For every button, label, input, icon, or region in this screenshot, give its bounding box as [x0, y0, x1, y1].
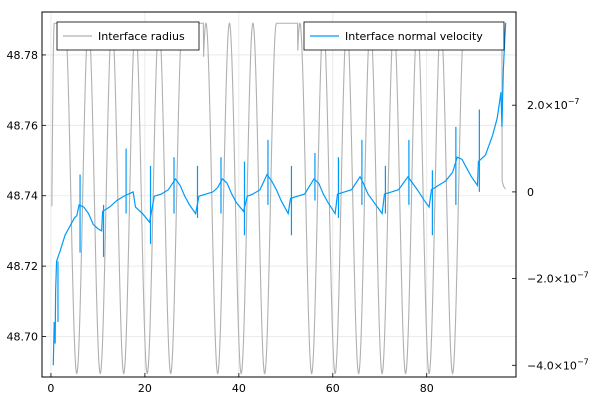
left-y-axis-ticks: 48.70 48.72 48.74 48.76 48.78 [7, 49, 46, 344]
x-tick-label: 40 [232, 382, 246, 395]
y-left-tick-label: 48.76 [7, 119, 39, 132]
x-tick-label: 20 [138, 382, 152, 395]
legend-interface-radius: Interface radius [56, 21, 200, 51]
y-right-tick-label: 2.0×10−7 [527, 97, 580, 112]
legend-label-interface-radius: Interface radius [98, 30, 185, 43]
x-axis-ticks: 0 20 40 60 80 [47, 373, 434, 395]
interface-normal-velocity-line [52, 22, 507, 366]
y-right-tick-label: 0 [527, 186, 534, 199]
right-y-axis-ticks: −4.0×10−7 −2.0×10−7 0 2.0×10−7 [512, 97, 589, 372]
y-left-tick-label: 48.70 [7, 331, 39, 344]
x-tick-label: 80 [420, 382, 434, 395]
x-tick-label: 0 [47, 382, 54, 395]
y-left-tick-label: 48.74 [7, 190, 39, 203]
interface-normal-velocity-series [52, 22, 507, 366]
y-right-tick-exponent: −7 [568, 97, 580, 106]
y-right-tick-label: −2.0×10−7 [527, 271, 589, 286]
interface-radius-series [51, 22, 506, 375]
y-right-tick-exponent: −7 [577, 357, 589, 366]
x-tick-label: 60 [326, 382, 340, 395]
y-right-tick-label: −4.0×10−7 [527, 357, 589, 372]
y-left-tick-label: 48.78 [7, 49, 39, 62]
plot-frame [41, 11, 517, 378]
legend-interface-normal-velocity: Interface normal velocity [303, 21, 505, 51]
interface-radius-line [51, 22, 506, 375]
y-right-tick-exponent: −7 [577, 271, 589, 280]
legend-label-interface-normal-velocity: Interface normal velocity [345, 30, 483, 43]
y-left-tick-label: 48.72 [7, 260, 39, 273]
